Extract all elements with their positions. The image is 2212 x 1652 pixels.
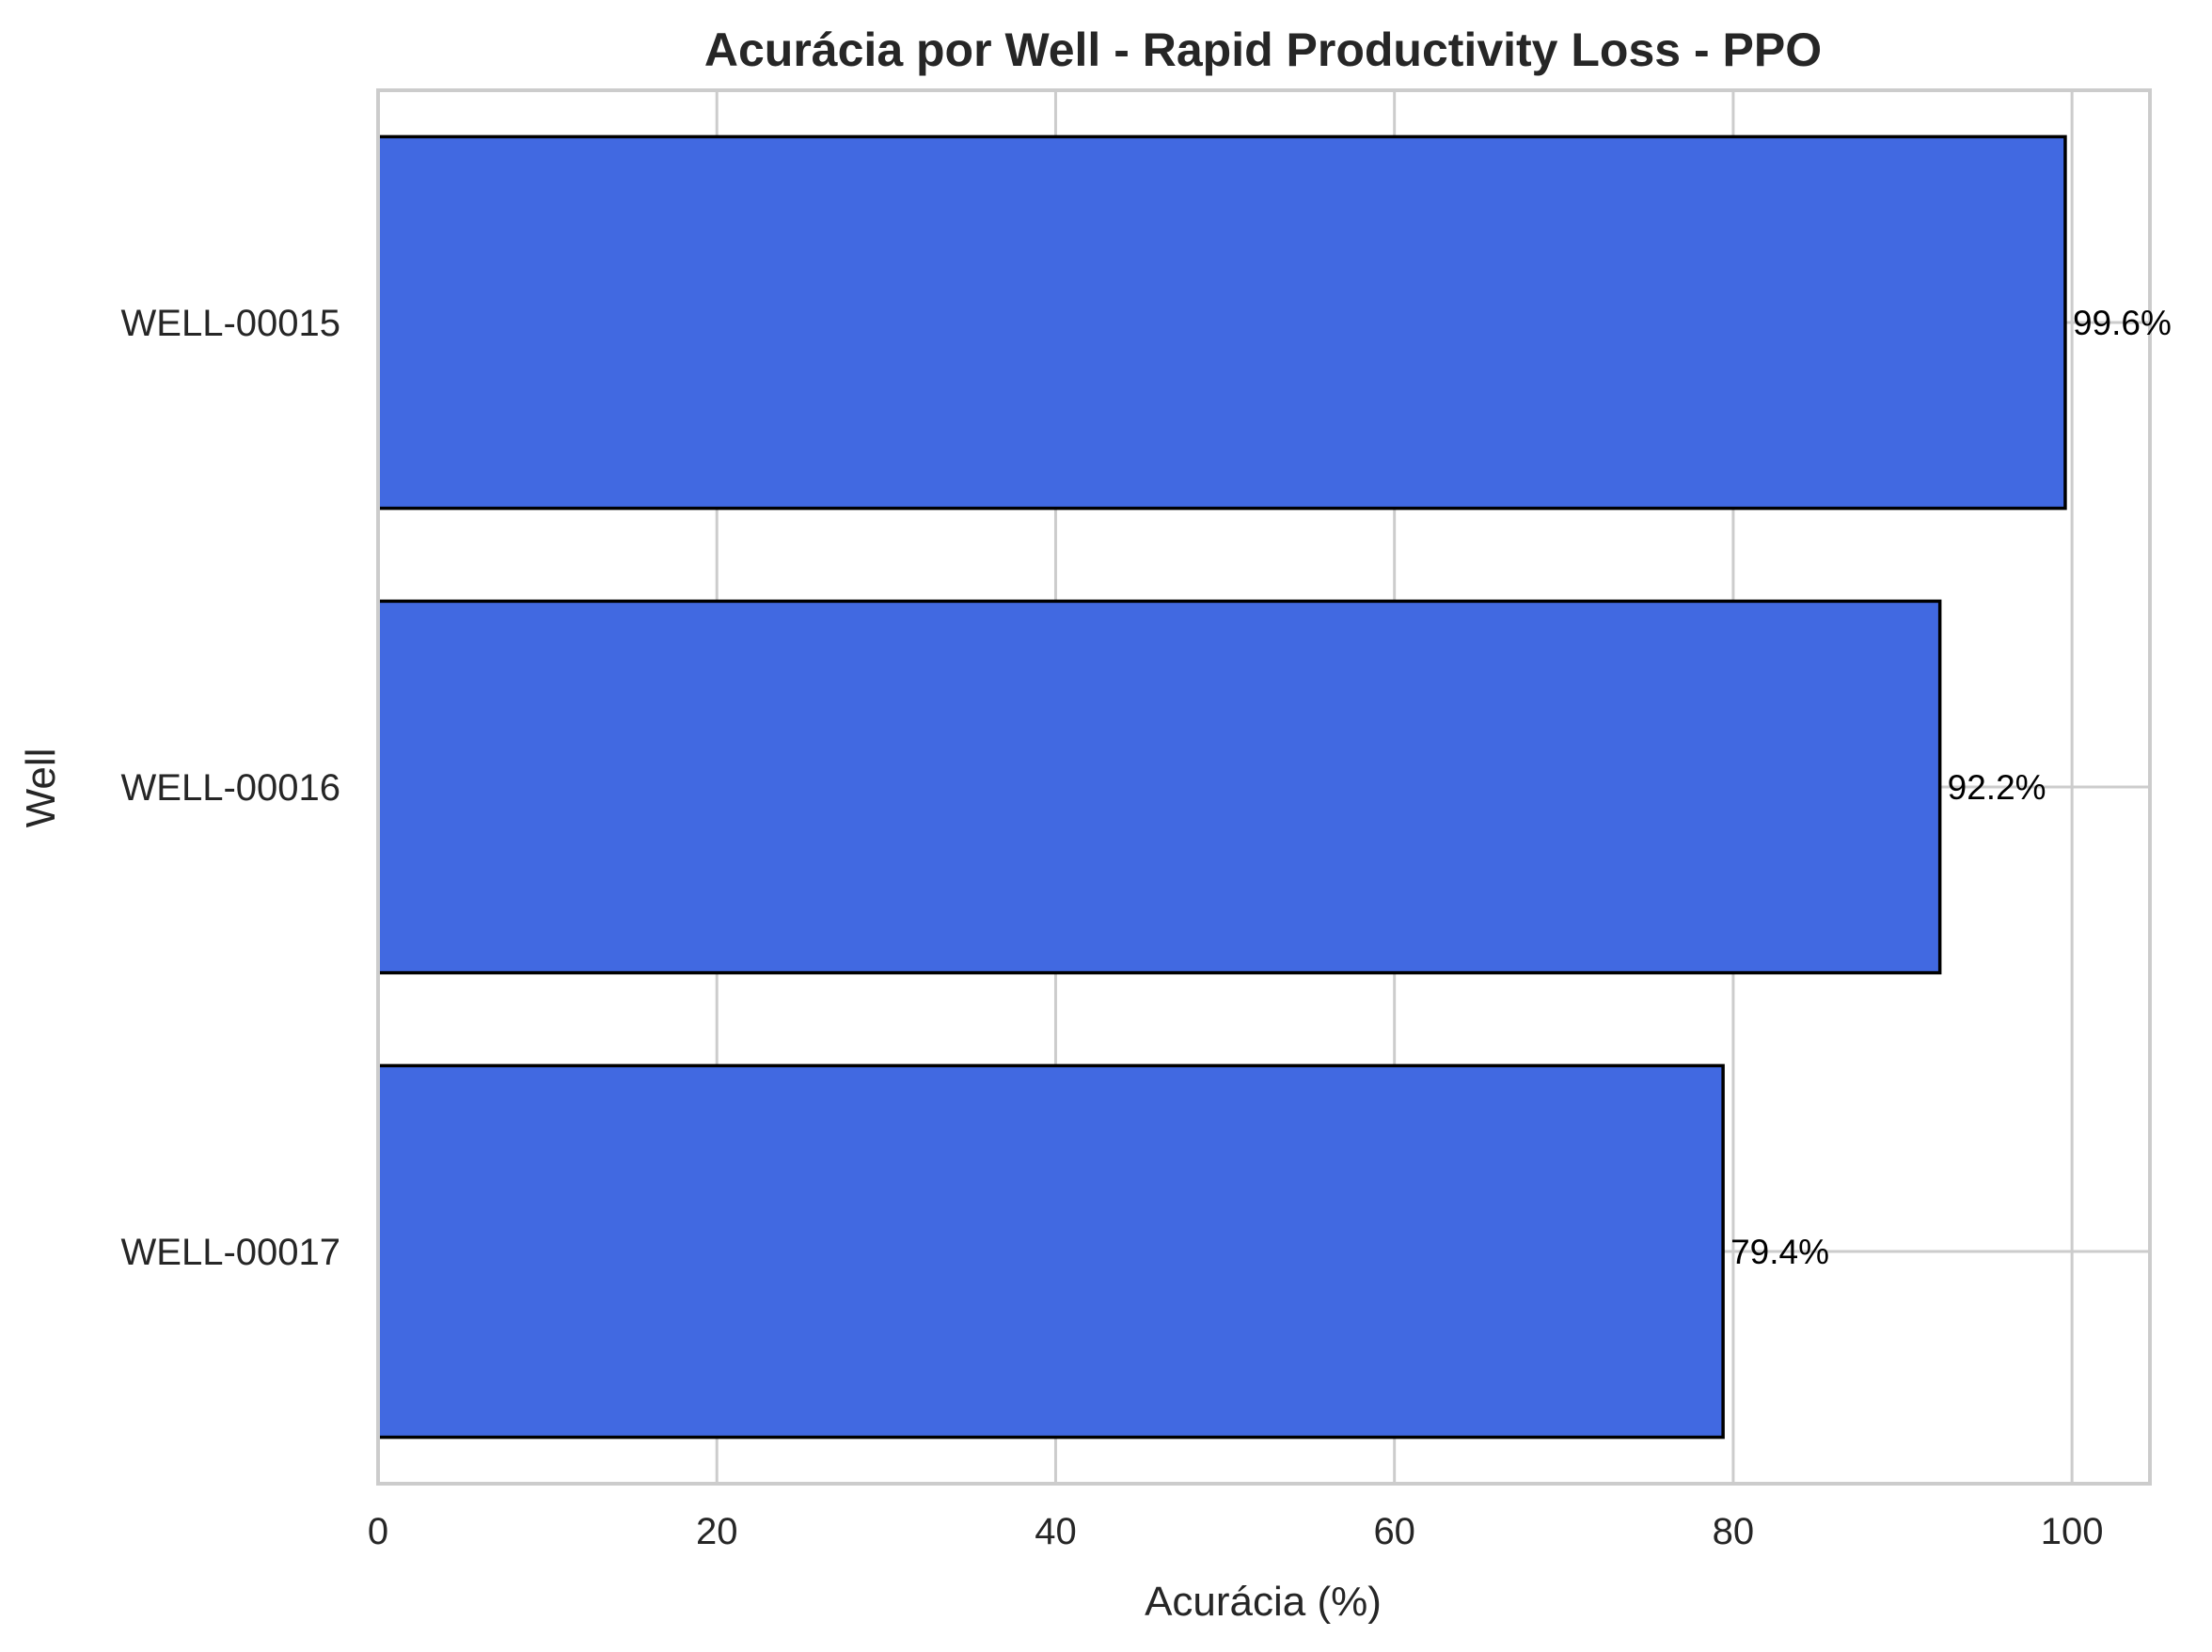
bar-well-00017 <box>376 1063 1725 1440</box>
y-tick-label: WELL-00017 <box>121 1232 340 1273</box>
y-tick-label: WELL-00016 <box>121 767 340 809</box>
x-tick-label: 100 <box>2041 1511 2104 1552</box>
bar-value-label: 99.6% <box>2073 304 2172 342</box>
y-tick-label: WELL-00015 <box>121 303 340 344</box>
bar-value-label: 79.4% <box>1730 1233 1829 1271</box>
chart-title: Acurácia por Well - Rapid Productivity L… <box>704 24 1822 76</box>
x-tick-label: 80 <box>1713 1511 1755 1552</box>
y-axis-label: Well <box>18 748 64 828</box>
x-tick-label: 0 <box>368 1511 388 1552</box>
x-tick-label: 40 <box>1035 1511 1077 1552</box>
bars-layer <box>376 134 2067 1440</box>
bar-well-00015 <box>376 134 2067 511</box>
labels-layer: 0 20 40 60 80 100 WELL-00015 99.6% WELL-00016 92.… <box>121 303 2172 1552</box>
plot-frame <box>376 88 2152 1486</box>
bar-value-label: 92.2% <box>1948 768 2046 807</box>
x-tick-label: 60 <box>1373 1511 1415 1552</box>
x-tick-label: 20 <box>696 1511 738 1552</box>
bar-well-00016 <box>376 599 1942 975</box>
x-axis-label: Acurácia (%) <box>1145 1579 1382 1625</box>
